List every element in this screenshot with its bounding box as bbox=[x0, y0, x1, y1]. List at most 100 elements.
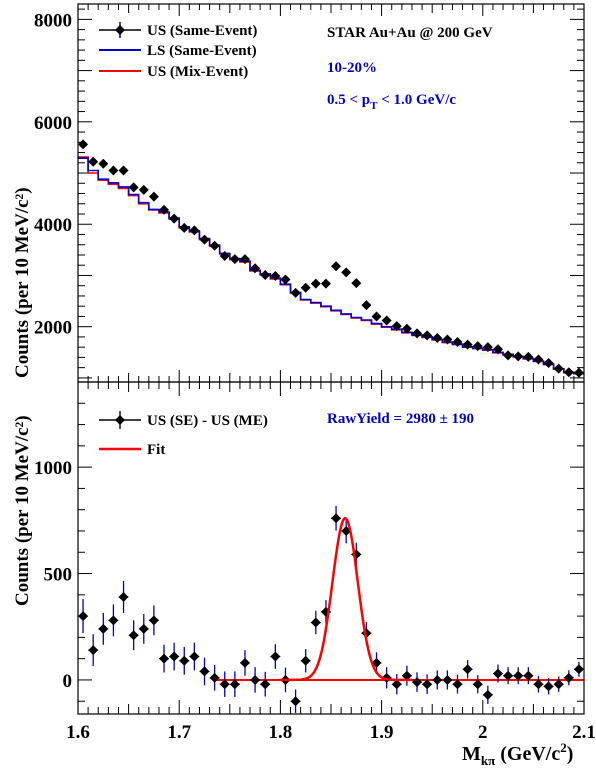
data-point bbox=[138, 184, 149, 195]
data-point bbox=[492, 344, 503, 355]
data-point bbox=[482, 689, 493, 700]
data-point bbox=[452, 337, 463, 348]
data-point bbox=[533, 354, 544, 365]
data-point bbox=[128, 630, 139, 641]
data-point bbox=[462, 339, 473, 350]
data-point bbox=[88, 645, 99, 656]
top-ytick-label: 6000 bbox=[34, 113, 72, 134]
data-point bbox=[563, 672, 574, 683]
legend-label-us-mix-event: US (Mix-Event) bbox=[147, 64, 248, 80]
data-point bbox=[573, 367, 584, 378]
data-point bbox=[290, 696, 301, 707]
data-point bbox=[300, 655, 311, 666]
series-us-se-minus-us-me bbox=[78, 505, 584, 713]
data-point bbox=[199, 666, 210, 677]
bottom-ytick-label: 500 bbox=[44, 565, 73, 586]
data-point bbox=[169, 213, 180, 224]
data-point bbox=[412, 328, 423, 339]
bottom-xtick-label: 1.7 bbox=[167, 722, 191, 743]
data-point bbox=[290, 287, 301, 298]
data-point bbox=[159, 204, 170, 215]
data-point bbox=[270, 270, 281, 281]
data-point bbox=[492, 668, 503, 679]
bottom-panel: 0 500 1000 1.6 1.7 1.8 1.9 2 2.1 Counts (per 10… bbox=[12, 381, 596, 768]
bottom-legend: US (SE) - US (ME) Fit bbox=[99, 411, 268, 458]
bottom-xlabel: Mkπ (GeV/c2) bbox=[462, 740, 573, 768]
bottom-xtick-label: 1.9 bbox=[370, 722, 394, 743]
data-point bbox=[280, 274, 291, 285]
data-point bbox=[138, 623, 149, 634]
data-point bbox=[523, 670, 534, 681]
data-point bbox=[169, 651, 180, 662]
data-point bbox=[533, 679, 544, 690]
data-point bbox=[148, 191, 159, 202]
data-point bbox=[442, 674, 453, 685]
data-point bbox=[320, 278, 331, 289]
data-point bbox=[452, 679, 463, 690]
data-point bbox=[472, 341, 483, 352]
data-point bbox=[442, 334, 453, 345]
data-point bbox=[239, 657, 250, 668]
bottom-ytick-label: 1000 bbox=[34, 458, 72, 479]
data-point bbox=[78, 139, 89, 150]
data-point bbox=[401, 323, 412, 334]
data-point bbox=[250, 674, 261, 685]
series-fit-curve bbox=[280, 516, 412, 682]
annotation-pt-range: 0.5 < pT < 1.0 GeV/c bbox=[327, 92, 456, 112]
series-us-same-event bbox=[78, 139, 584, 378]
data-point bbox=[573, 664, 584, 675]
data-point bbox=[422, 330, 433, 341]
bottom-plot-frame bbox=[77, 381, 585, 715]
data-point bbox=[341, 267, 352, 278]
data-point bbox=[118, 591, 129, 602]
data-point bbox=[108, 615, 119, 626]
data-point bbox=[250, 263, 261, 274]
bottom-xtick-label: 2.1 bbox=[572, 722, 596, 743]
data-point bbox=[239, 254, 250, 265]
top-ytick-labels: 2000 4000 6000 8000 bbox=[34, 10, 72, 338]
top-ylabel: Counts (per 10 MeV/c²) bbox=[12, 187, 33, 378]
data-point bbox=[98, 158, 109, 169]
data-point bbox=[401, 670, 412, 681]
bottom-ylabel: Counts (per 10 MeV/c²) bbox=[12, 415, 33, 606]
top-ytick-label: 8000 bbox=[34, 10, 72, 31]
data-point bbox=[189, 225, 200, 236]
annotation-centrality: 10-20% bbox=[327, 60, 377, 76]
data-point bbox=[209, 672, 220, 683]
legend-label-fit: Fit bbox=[147, 442, 165, 458]
top-ytick-label: 2000 bbox=[34, 318, 72, 339]
data-point bbox=[361, 300, 372, 311]
data-point bbox=[229, 254, 240, 265]
data-point bbox=[260, 679, 271, 690]
legend-label-us-se-minus-us-me: US (SE) - US (ME) bbox=[147, 413, 268, 429]
data-point bbox=[219, 679, 230, 690]
data-point bbox=[219, 251, 230, 261]
legend-entry-us-mix-event: US (Mix-Event) bbox=[99, 64, 248, 80]
data-point bbox=[199, 234, 210, 245]
legend-label-us-same-event: US (Same-Event) bbox=[147, 23, 257, 39]
bottom-xtick-label: 2 bbox=[478, 722, 488, 743]
data-point bbox=[422, 679, 433, 690]
legend-marker-diamond bbox=[115, 25, 125, 35]
data-point bbox=[351, 278, 362, 289]
data-point bbox=[543, 681, 554, 692]
data-point bbox=[543, 358, 554, 369]
data-point bbox=[310, 617, 321, 628]
data-point bbox=[260, 269, 271, 280]
data-point bbox=[179, 222, 190, 233]
data-point bbox=[523, 351, 534, 362]
data-point bbox=[179, 655, 190, 666]
data-point bbox=[270, 651, 281, 662]
data-point bbox=[159, 653, 170, 664]
annotation-title: STAR Au+Au @ 200 GeV bbox=[327, 25, 493, 41]
legend-entry-ls-same-event: LS (Same-Event) bbox=[99, 43, 257, 59]
bottom-ytick-labels: 0 500 1000 bbox=[34, 458, 72, 692]
data-point bbox=[482, 342, 493, 353]
data-point bbox=[78, 611, 89, 622]
bottom-xtick-label: 1.6 bbox=[66, 722, 90, 743]
top-legend: US (Same-Event) LS (Same-Event) US (Mix-… bbox=[99, 22, 257, 80]
data-point bbox=[118, 165, 129, 176]
data-point bbox=[88, 156, 99, 167]
data-point bbox=[391, 679, 402, 690]
